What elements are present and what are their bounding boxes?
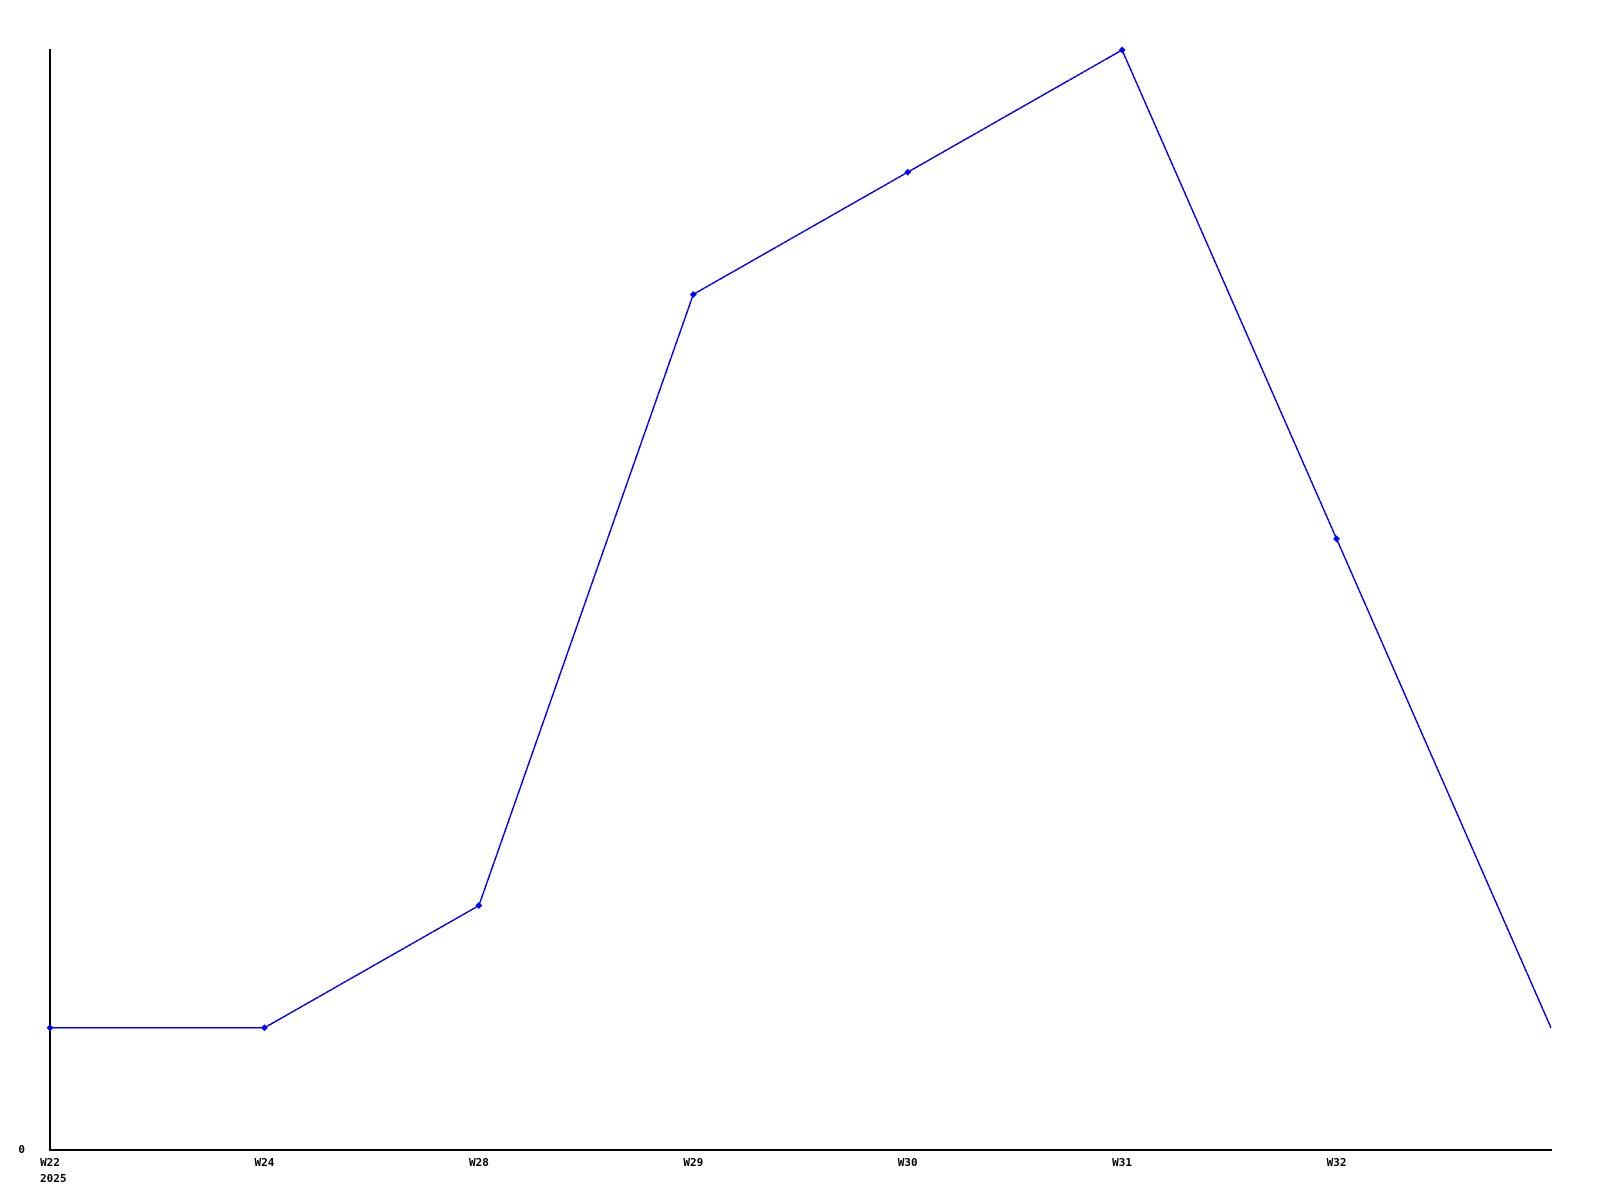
data-point-marker [1333,535,1341,543]
year-label: 2025 [40,1172,67,1185]
x-tick-label: W22 [40,1156,60,1169]
data-point-marker [1118,46,1126,54]
x-tick-label: W30 [898,1156,918,1169]
data-point-marker [475,902,483,910]
data-point-marker [46,1024,54,1032]
data-point-marker [260,1024,268,1032]
x-tick-label: W24 [254,1156,274,1169]
data-point-marker [904,168,912,176]
data-point-marker [689,290,697,298]
x-tick-label: W31 [1112,1156,1132,1169]
x-tick-label: W28 [469,1156,489,1169]
data-line [50,48,1552,1029]
x-tick-label: W32 [1327,1156,1347,1169]
x-tick-label: W29 [683,1156,703,1169]
y-tick-label: 0 [18,1143,25,1156]
